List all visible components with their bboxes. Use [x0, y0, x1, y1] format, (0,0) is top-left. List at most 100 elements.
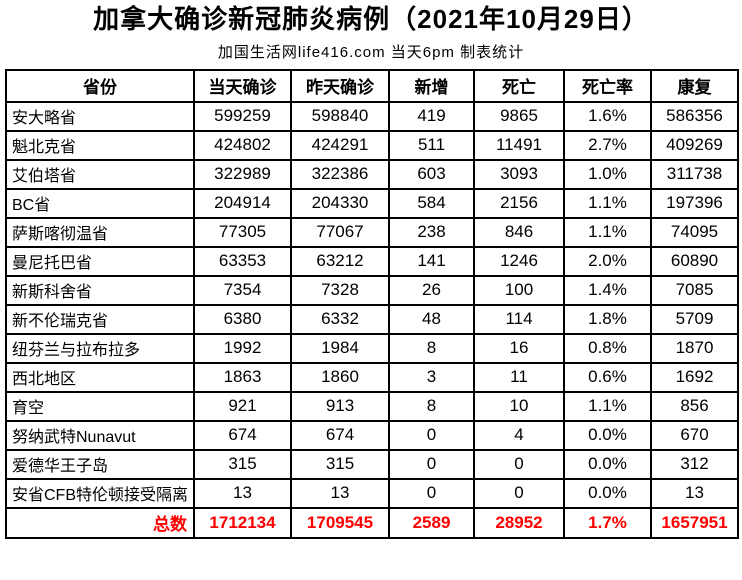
cell-value: 9865 [473, 100, 565, 132]
cell-value: 584 [388, 187, 475, 219]
cell-value: 7085 [650, 274, 739, 306]
table-row: 萨斯喀彻温省 77305 77067 238 846 1.1% 74095 [5, 216, 739, 248]
cell-value: 26 [388, 274, 475, 306]
cell-value: 0.0% [563, 448, 652, 480]
cell-value: 0 [473, 477, 565, 509]
cell-value: 1870 [650, 332, 739, 364]
total-row: 总数 1712134 1709545 2589 28952 1.7% 16579… [5, 506, 739, 539]
cell-value: 0 [388, 477, 475, 509]
cell-value: 424291 [290, 129, 390, 161]
cell-value: 6380 [193, 303, 292, 335]
table-row: 魁北克省 424802 424291 511 11491 2.7% 409269 [5, 129, 739, 161]
cell-value: 846 [473, 216, 565, 248]
table-row: 安大略省 599259 598840 419 9865 1.6% 586356 [5, 100, 739, 132]
header-death-rate: 死亡率 [563, 68, 652, 103]
cell-value: 1.6% [563, 100, 652, 132]
table-row: 曼尼托巴省 63353 63212 141 1246 2.0% 60890 [5, 245, 739, 277]
cell-value: 1.1% [563, 390, 652, 422]
cell-value: 1992 [193, 332, 292, 364]
cell-value: 674 [290, 419, 390, 451]
table-row: 新斯科舍省 7354 7328 26 100 1.4% 7085 [5, 274, 739, 306]
table-row: 艾伯塔省 322989 322386 603 3093 1.0% 311738 [5, 158, 739, 190]
cell-value: 238 [388, 216, 475, 248]
cell-province: 魁北克省 [5, 129, 195, 161]
cell-value: 1.4% [563, 274, 652, 306]
total-new-cases: 2589 [388, 506, 475, 539]
cell-value: 63212 [290, 245, 390, 277]
page-title: 加拿大确诊新冠肺炎病例（2021年10月29日） [93, 4, 649, 34]
cell-value: 311738 [650, 158, 739, 190]
cell-value: 2.0% [563, 245, 652, 277]
cell-value: 204330 [290, 187, 390, 219]
cell-province: 曼尼托巴省 [5, 245, 195, 277]
cell-value: 1860 [290, 361, 390, 393]
header-today-confirmed: 当天确诊 [193, 68, 292, 103]
cell-value: 315 [290, 448, 390, 480]
cell-province: 西北地区 [5, 361, 195, 393]
cell-value: 1692 [650, 361, 739, 393]
cell-value: 7354 [193, 274, 292, 306]
cell-value: 141 [388, 245, 475, 277]
total-death-rate: 1.7% [563, 506, 652, 539]
table-row: 新不伦瑞克省 6380 6332 48 114 1.8% 5709 [5, 303, 739, 335]
cell-value: 8 [388, 332, 475, 364]
total-yesterday-confirmed: 1709545 [290, 506, 390, 539]
cell-province: 安省CFB特伦顿接受隔离 [5, 477, 195, 509]
cell-value: 11491 [473, 129, 565, 161]
cell-value: 419 [388, 100, 475, 132]
cell-value: 0.0% [563, 477, 652, 509]
cell-value: 10 [473, 390, 565, 422]
cell-value: 921 [193, 390, 292, 422]
cell-province: BC省 [5, 187, 195, 219]
cell-province: 新不伦瑞克省 [5, 303, 195, 335]
cell-value: 7328 [290, 274, 390, 306]
cell-province: 纽芬兰与拉布拉多 [5, 332, 195, 364]
header-row: 省份 当天确诊 昨天确诊 新增 死亡 死亡率 康复 [5, 68, 739, 103]
cell-province: 艾伯塔省 [5, 158, 195, 190]
cell-value: 322989 [193, 158, 292, 190]
cell-value: 13 [193, 477, 292, 509]
cell-value: 0.8% [563, 332, 652, 364]
header-recovered: 康复 [650, 68, 739, 103]
cell-province: 新斯科舍省 [5, 274, 195, 306]
table-row: 安省CFB特伦顿接受隔离 13 13 0 0 0.0% 13 [5, 477, 739, 509]
cell-value: 1.1% [563, 187, 652, 219]
cell-province: 努纳武特Nunavut [5, 419, 195, 451]
cell-value: 77305 [193, 216, 292, 248]
table-row: 西北地区 1863 1860 3 11 0.6% 1692 [5, 361, 739, 393]
header-deaths: 死亡 [473, 68, 565, 103]
cell-value: 1863 [193, 361, 292, 393]
covid-cases-table: 省份 当天确诊 昨天确诊 新增 死亡 死亡率 康复 安大略省 599259 5988… [5, 68, 739, 539]
cell-value: 114 [473, 303, 565, 335]
cell-value: 5709 [650, 303, 739, 335]
cell-value: 2156 [473, 187, 565, 219]
cell-value: 0 [388, 419, 475, 451]
cell-value: 511 [388, 129, 475, 161]
cell-value: 3093 [473, 158, 565, 190]
table-row: 努纳武特Nunavut 674 674 0 4 0.0% 670 [5, 419, 739, 451]
table-row: 纽芬兰与拉布拉多 1992 1984 8 16 0.8% 1870 [5, 332, 739, 364]
cell-value: 2.7% [563, 129, 652, 161]
cell-value: 8 [388, 390, 475, 422]
cell-province: 爱德华王子岛 [5, 448, 195, 480]
cell-province: 育空 [5, 390, 195, 422]
cell-value: 0.6% [563, 361, 652, 393]
table-row: 爱德华王子岛 315 315 0 0 0.0% 312 [5, 448, 739, 480]
cell-value: 856 [650, 390, 739, 422]
cell-value: 599259 [193, 100, 292, 132]
cell-value: 1246 [473, 245, 565, 277]
cell-value: 913 [290, 390, 390, 422]
cell-value: 322386 [290, 158, 390, 190]
cell-value: 312 [650, 448, 739, 480]
cell-value: 0 [388, 448, 475, 480]
cell-value: 674 [193, 419, 292, 451]
cell-value: 74095 [650, 216, 739, 248]
cell-value: 77067 [290, 216, 390, 248]
cell-value: 63353 [193, 245, 292, 277]
cell-value: 315 [193, 448, 292, 480]
header-yesterday-confirmed: 昨天确诊 [290, 68, 390, 103]
cell-value: 4 [473, 419, 565, 451]
page: 加拿大确诊新冠肺炎病例（2021年10月29日） 加国生活网life416.co… [0, 4, 742, 539]
cell-value: 0.0% [563, 419, 652, 451]
page-subtitle: 加国生活网life416.com 当天6pm 制表统计 [217, 43, 525, 61]
